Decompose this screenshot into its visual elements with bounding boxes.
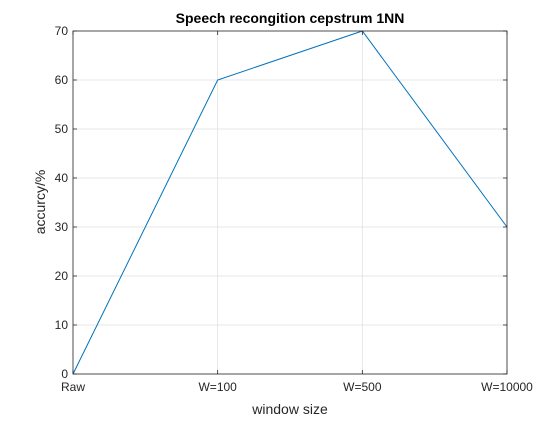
y-tick-label: 60 <box>55 73 69 87</box>
y-axis-label: accurcy/% <box>32 170 48 235</box>
x-axis-label: window size <box>251 401 328 417</box>
y-tick-label: 40 <box>55 171 69 185</box>
x-tick-label: W=10000 <box>481 380 533 394</box>
y-tick-label: 10 <box>55 318 69 332</box>
y-tick-label: 20 <box>55 269 69 283</box>
y-tick-label: 50 <box>55 122 69 136</box>
x-tick-label: Raw <box>61 380 85 394</box>
y-tick-label: 30 <box>55 220 69 234</box>
x-tick-label: W=500 <box>343 380 382 394</box>
chart-title: Speech recongition cepstrum 1NN <box>176 10 405 26</box>
plot-background <box>73 31 507 374</box>
y-tick-label: 70 <box>55 24 69 38</box>
x-tick-label: W=100 <box>198 380 237 394</box>
y-tick-label: 0 <box>61 367 68 381</box>
